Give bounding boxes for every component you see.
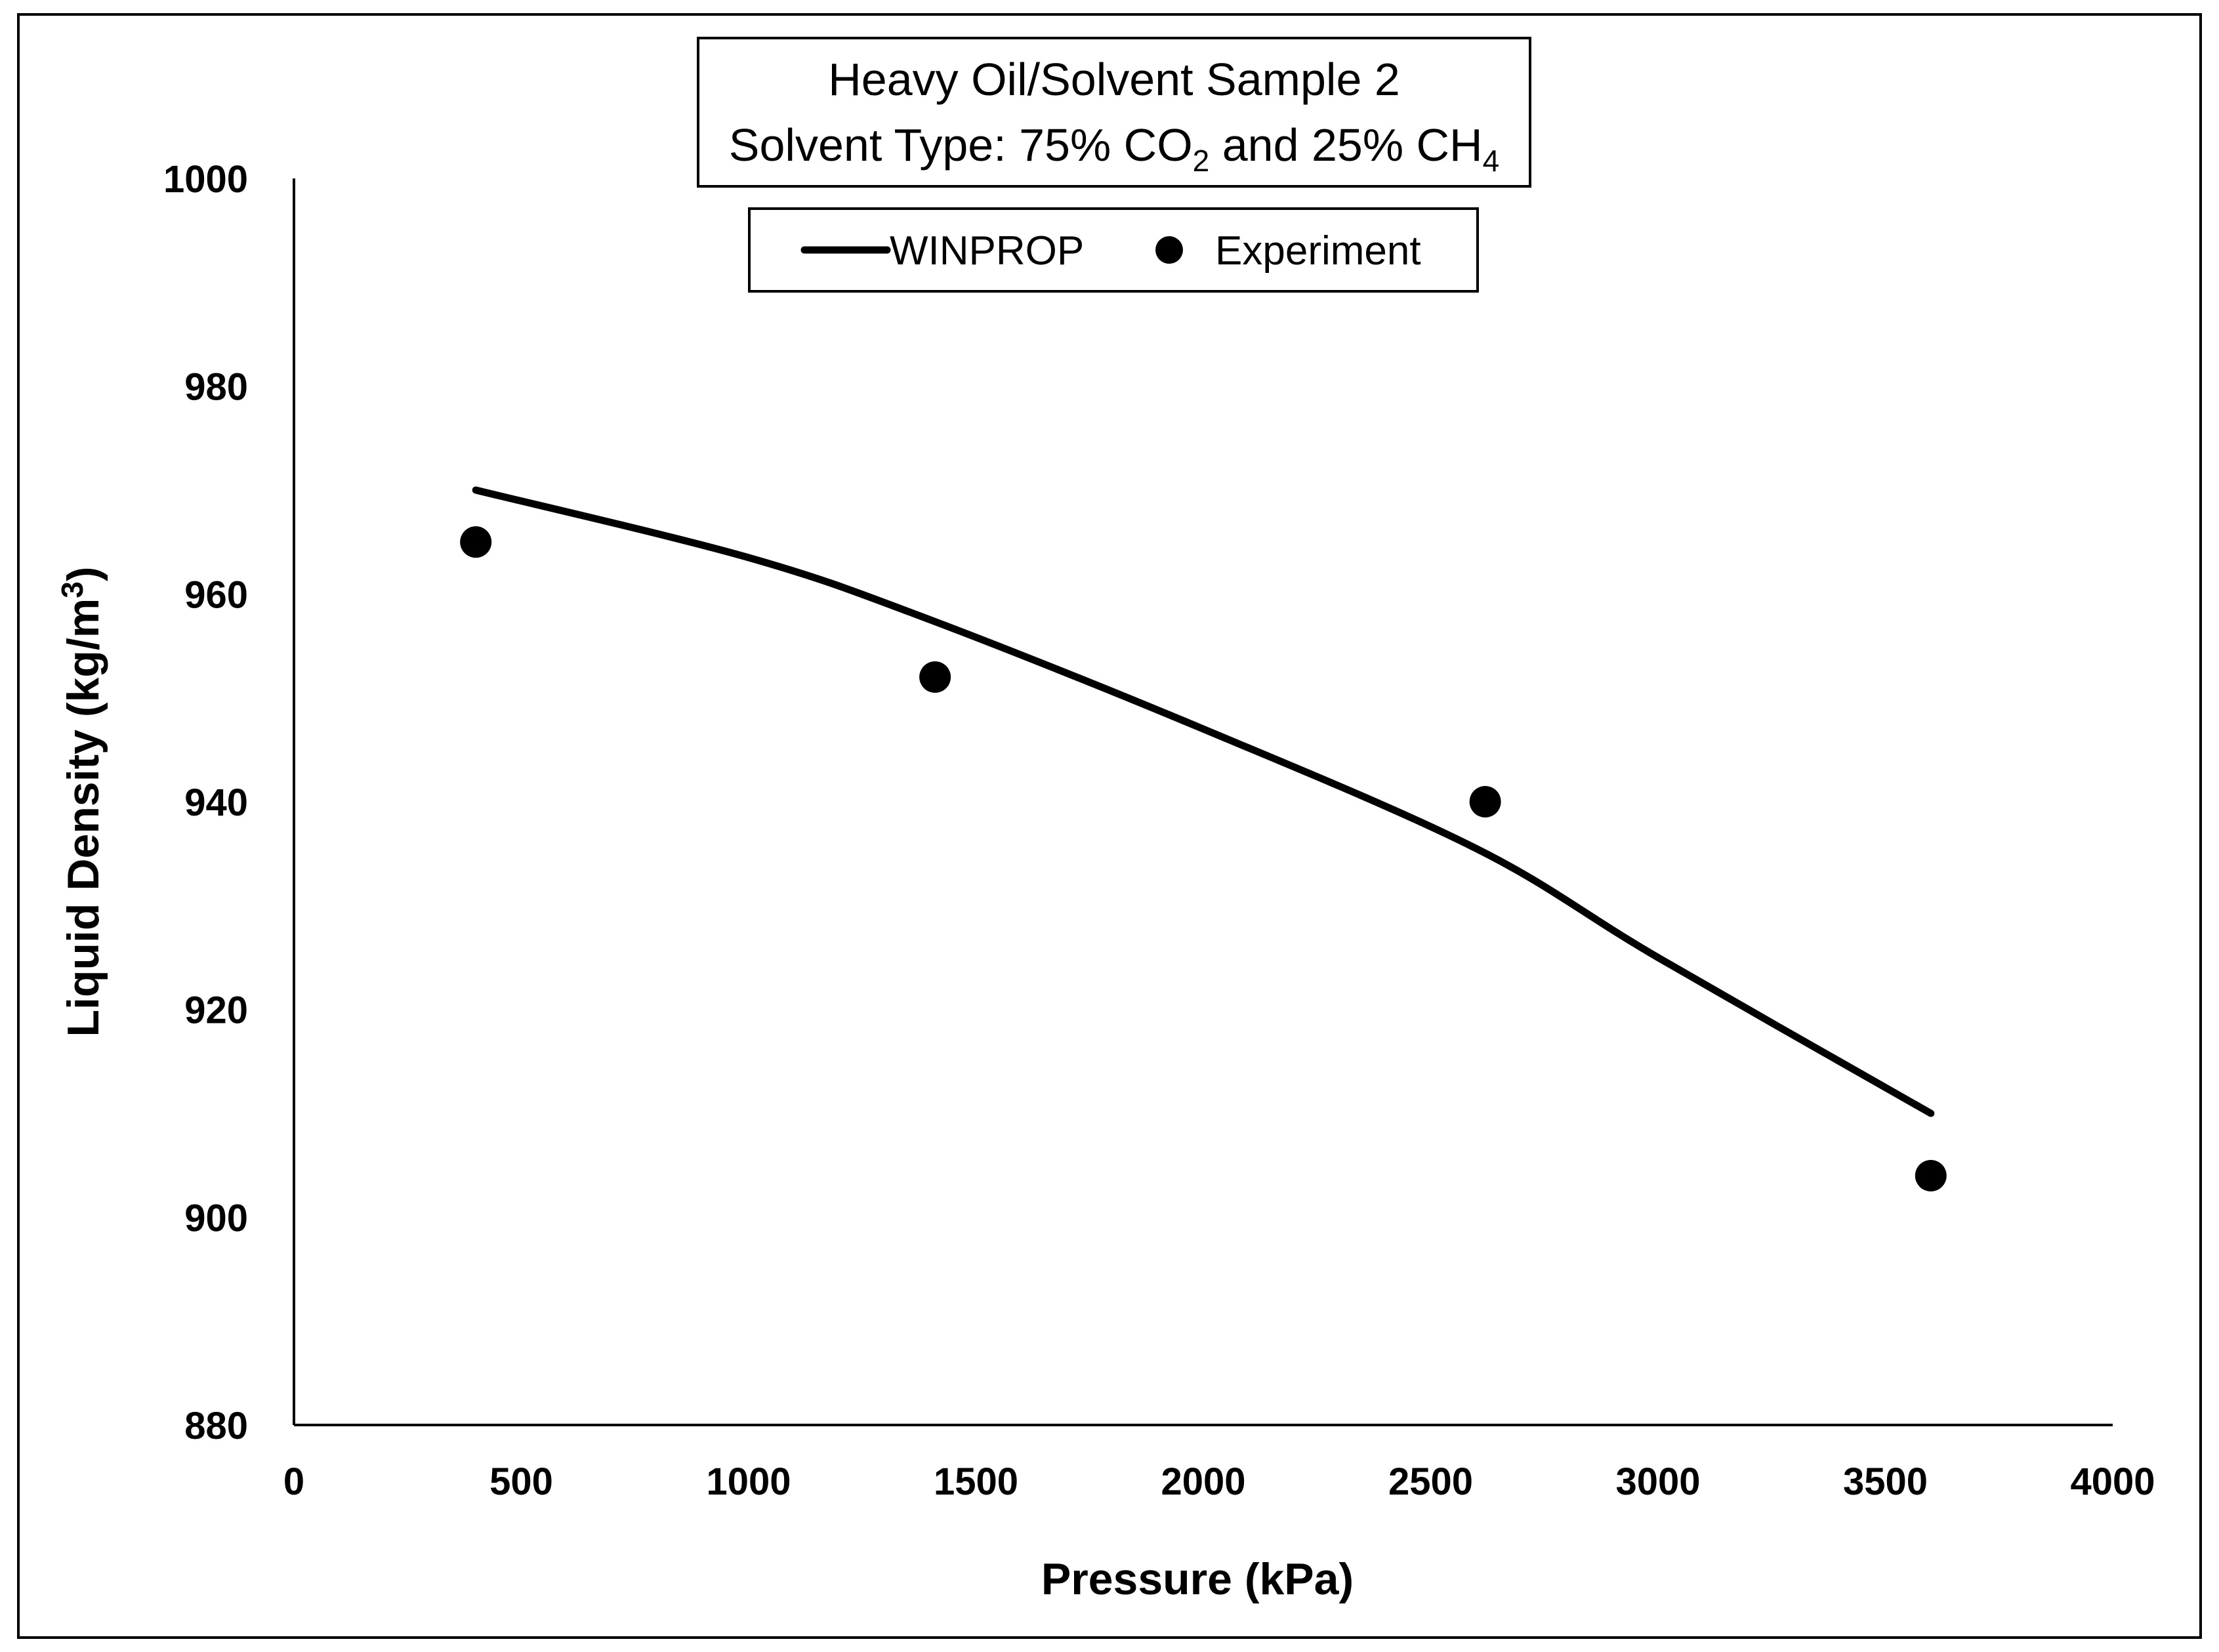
title-line2-mid: and 25% CH [1209, 119, 1482, 171]
experiment-point [919, 661, 951, 693]
title-subscript-4: 4 [1483, 144, 1500, 178]
y-tick-labels: 880 900 920 940 960 980 1000 [163, 158, 248, 1447]
x-tick-label: 2000 [1161, 1460, 1245, 1503]
y-tick-label: 1000 [163, 158, 248, 201]
legend-winprop-label: WINPROP [890, 228, 1084, 274]
y-tick-label: 940 [184, 781, 248, 824]
title-line2-prefix: Solvent Type: 75% CO [729, 119, 1193, 171]
x-tick-label: 2500 [1388, 1460, 1473, 1503]
x-tick-label: 3000 [1615, 1460, 1700, 1503]
x-tick-label: 1500 [934, 1460, 1018, 1503]
x-tick-label: 3500 [1843, 1460, 1928, 1503]
legend-experiment-marker [1155, 236, 1183, 264]
experiment-point [1915, 1160, 1947, 1191]
y-tick-label: 900 [184, 1197, 248, 1239]
y-tick-label: 880 [184, 1405, 248, 1447]
y-axis-title-end: ) [58, 567, 108, 582]
y-tick-label: 920 [184, 989, 248, 1032]
title-subscript-2: 2 [1193, 144, 1210, 178]
x-tick-label: 4000 [2070, 1460, 2155, 1503]
x-axis-title: Pressure (kPa) [1041, 1554, 1354, 1604]
y-tick-label: 960 [184, 573, 248, 616]
x-tick-label: 500 [489, 1460, 553, 1503]
x-tick-label: 0 [283, 1460, 304, 1503]
experiment-point [1469, 786, 1501, 817]
x-tick-labels: 0 500 1000 1500 2000 2500 3000 3500 4000 [283, 1460, 2155, 1503]
plot-area [460, 486, 1947, 1191]
title-box [697, 37, 1531, 188]
y-axis-title-main: Liquid Density (kg/m [58, 598, 108, 1037]
y-tick-label: 980 [184, 366, 248, 409]
chart-title-line2: Solvent Type: 75% CO2 and 25% CH4 [729, 119, 1499, 178]
chart-title-line1: Heavy Oil/Solvent Sample 2 [828, 54, 1400, 105]
legend-experiment-label: Experiment [1215, 228, 1421, 274]
y-axis-title: Liquid Density (kg/m3) [55, 567, 108, 1037]
experiment-point [460, 526, 492, 558]
winprop-line [472, 486, 1935, 1117]
x-tick-label: 1000 [706, 1460, 791, 1503]
y-axis-title-superscript: 3 [55, 581, 89, 598]
